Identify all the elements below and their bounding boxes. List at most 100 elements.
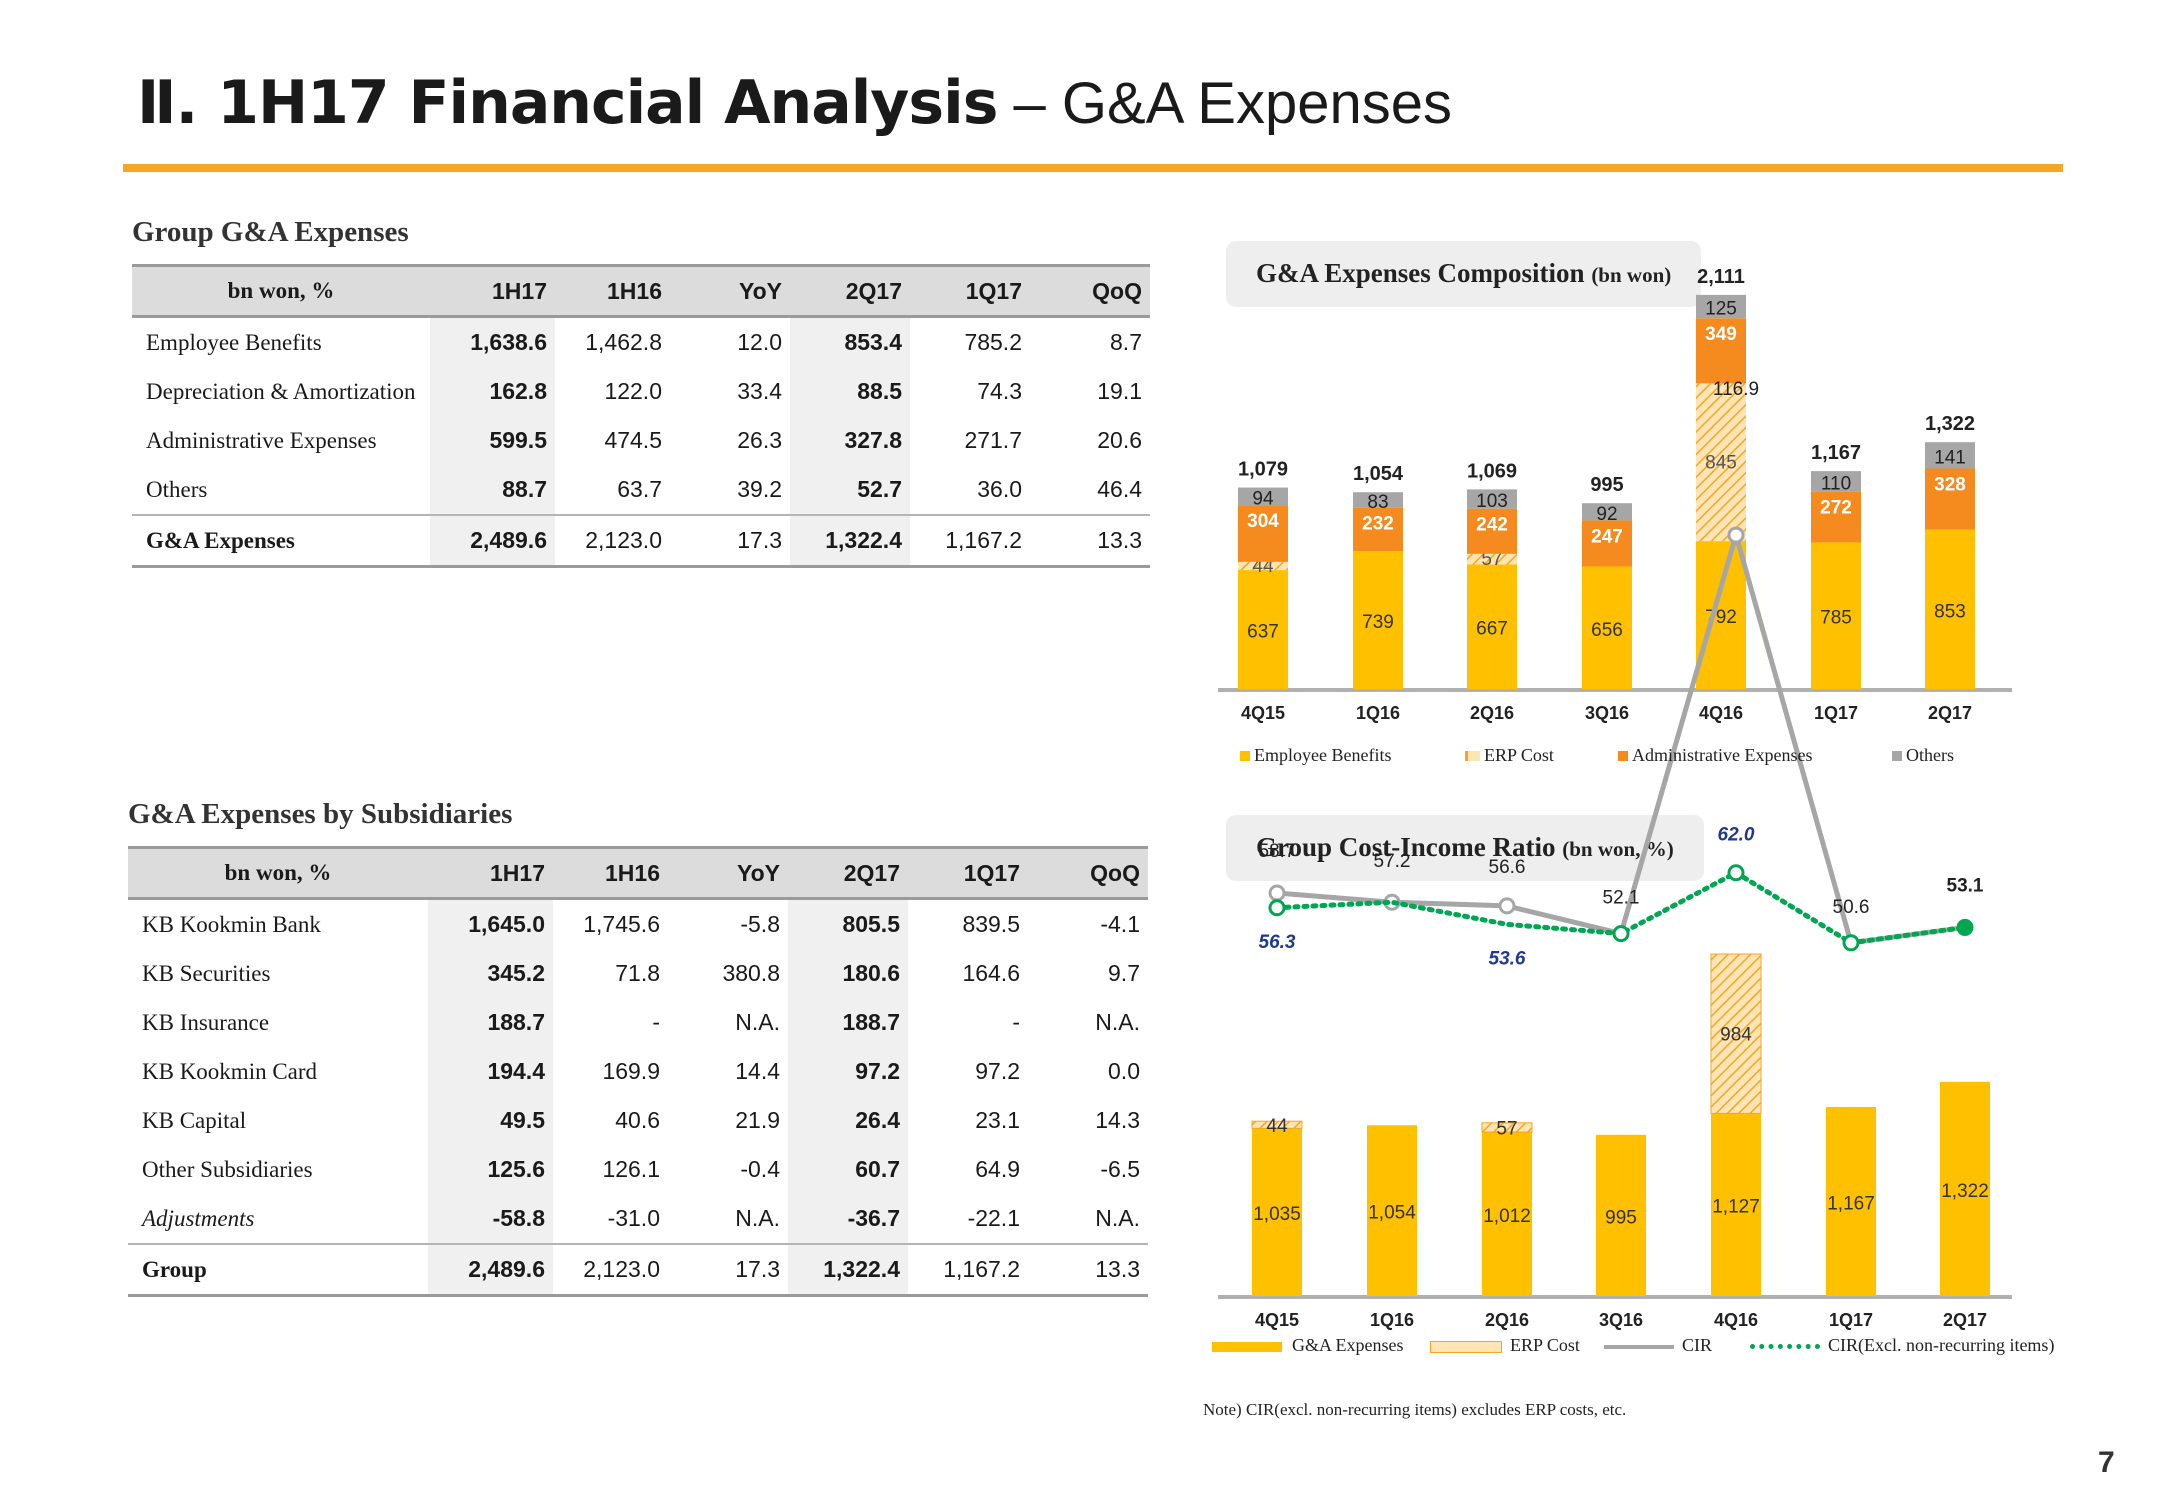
group-table-header-3: YoY: [670, 264, 790, 318]
category-label: 1Q16: [1370, 1310, 1414, 1330]
group-table-cell: 2,123.0: [555, 514, 670, 568]
subsidiaries-table: bn won, % 1H17 1H16 YoY 2Q17 1Q17 QoQ KB Kookm…: [128, 846, 1148, 1297]
category-label: 4Q15: [1241, 703, 1285, 723]
bar-label-others: 92: [1596, 504, 1617, 525]
subs-table-row: KB Kookmin Bank 1,645.0 1,745.6 -5.8 805.5 83…: [128, 898, 1148, 949]
composition-chart: 63744304941,0794Q15739232831,0541Q166675…: [1218, 266, 2012, 723]
cir-label: 52.1: [1603, 888, 1640, 909]
bar-others: [1467, 489, 1517, 509]
subs-table-cell: KB Insurance: [142, 1009, 270, 1035]
category-label: 4Q16: [1714, 1310, 1758, 1330]
bar-label-admin: 349: [1705, 324, 1737, 345]
subs-table-header-3: YoY: [668, 846, 788, 900]
cir-excl-point: [1842, 934, 1860, 952]
bar-erp-cost: [1251, 1120, 1303, 1129]
group-table-cell: 19.1: [1097, 378, 1142, 404]
bar-total-label: 1,322: [1925, 413, 1975, 435]
subs-table-cell: N.A.: [735, 1205, 780, 1231]
legend-erp-cost-2: ERP Cost: [1430, 1335, 1580, 1356]
subs-table-row: Adjustments -58.8 -31.0 N.A. -36.7 -22.1 N.A.: [128, 1194, 1148, 1244]
subs-table-cell: 2,123.0: [553, 1243, 668, 1297]
subs-table-cell: Other Subsidiaries: [142, 1156, 313, 1182]
category-label: 3Q16: [1599, 1310, 1643, 1330]
legend-cir-excl-label: CIR(Excl. non-recurring items): [1828, 1335, 2055, 1355]
page-title-bold: Ⅱ. 1H17 Financial Analysis: [137, 68, 998, 138]
legend-swatch-ga: [1212, 1341, 1282, 1352]
group-table-cell: 271.7: [964, 427, 1022, 453]
group-table-cell: 785.2: [964, 329, 1022, 355]
group-table-cell: 36.0: [977, 476, 1022, 502]
cir-chart-title: Group Cost-Income Ratio (bn won, %): [1226, 815, 1704, 881]
subs-table-cell: 188.7: [788, 998, 908, 1047]
group-table-row: Others 88.7 63.7 39.2 52.7 36.0 46.4: [132, 465, 1150, 515]
subs-table-cell: 64.9: [975, 1156, 1020, 1182]
cir-label: 57.2: [1374, 851, 1411, 872]
legend-others: Others: [1892, 745, 1954, 766]
group-table-cell: 1,322.4: [790, 514, 910, 568]
bar-label-others: 94: [1252, 488, 1274, 509]
bar-total-label: 1,167: [1811, 442, 1861, 464]
cir-label: 56.6: [1489, 857, 1526, 878]
category-label: 4Q16: [1699, 703, 1743, 723]
bar-label-erp: 57: [1481, 549, 1502, 570]
legend-swatch-cir: [1604, 1344, 1674, 1349]
legend-employee-benefits: Employee Benefits: [1240, 745, 1391, 766]
group-table-title: Group G&A Expenses: [132, 216, 409, 248]
group-table-cell: Others: [146, 476, 208, 502]
group-table-cell: 46.4: [1097, 476, 1142, 502]
category-label: 1Q17: [1829, 1310, 1873, 1330]
category-label: 2Q16: [1470, 703, 1514, 723]
subs-table-cell: -: [652, 1009, 660, 1035]
group-table-header-1: 1H17: [430, 264, 555, 318]
bar-label-employee: 785: [1820, 608, 1852, 629]
subs-table-cell: -31.0: [607, 1205, 660, 1231]
bar-employee: [1925, 529, 1975, 689]
subs-table-cell: KB Capital: [142, 1107, 247, 1133]
group-table-cell: 13.3: [1030, 514, 1150, 568]
bar-total-label: 2,111: [1697, 266, 1745, 288]
subs-table-cell: 13.3: [1028, 1243, 1148, 1297]
group-table-row: Administrative Expenses 599.5 474.5 26.3 327…: [132, 416, 1150, 465]
bar-total-label: 1,069: [1467, 460, 1517, 482]
group-table-cell: 162.8: [430, 367, 555, 416]
subs-table-cell: 97.2: [788, 1047, 908, 1096]
legend-others-label: Others: [1906, 745, 1954, 765]
bar-ga-label: 1,035: [1253, 1204, 1301, 1225]
bar-ga-expenses: [1367, 1125, 1417, 1296]
subs-table-cell: 23.1: [975, 1107, 1020, 1133]
bar-ga-expenses: [1596, 1134, 1646, 1296]
bar-ga-label: 1,167: [1827, 1193, 1875, 1214]
subs-table-cell: 60.7: [788, 1145, 908, 1194]
bar-admin: [1353, 507, 1403, 552]
group-table-header-6: QoQ: [1030, 264, 1150, 318]
cir-excl-point: [1612, 925, 1630, 943]
group-table-cell: 8.7: [1110, 329, 1142, 355]
group-table-cell: 52.7: [790, 465, 910, 515]
bar-admin: [1467, 508, 1517, 554]
bar-employee: [1238, 570, 1288, 689]
subs-table-cell: -: [1012, 1009, 1020, 1035]
bar-employee: [1353, 551, 1403, 689]
group-table-header-2: 1H16: [555, 264, 670, 318]
bar-admin: [1696, 318, 1746, 384]
legend-swatch-others: [1892, 751, 1902, 761]
legend-cir-label: CIR: [1682, 1335, 1713, 1355]
group-table-header-4: 2Q17: [790, 264, 910, 318]
cir-point: [1268, 884, 1286, 902]
group-table-cell: Administrative Expenses: [146, 427, 377, 453]
bar-label-admin: 232: [1362, 514, 1394, 535]
subs-table-cell: 188.7: [428, 998, 553, 1047]
bar-admin: [1811, 491, 1861, 543]
subs-table-cell: 125.6: [428, 1145, 553, 1194]
footnote: Note) CIR(excl. non-recurring items) exc…: [1203, 1400, 1627, 1419]
subs-table-cell: -4.1: [1100, 911, 1140, 937]
subs-table-cell: 40.6: [615, 1107, 660, 1133]
subs-table-cell: 17.3: [668, 1243, 788, 1297]
title-rule: [123, 164, 2063, 172]
group-table-cell: 88.5: [790, 367, 910, 416]
legend-erp-label: ERP Cost: [1484, 745, 1554, 765]
bar-label-employee: 637: [1247, 622, 1279, 643]
bar-ga-expenses: [1482, 1132, 1532, 1296]
group-table-cell: Employee Benefits: [146, 329, 322, 355]
subs-table-row: KB Kookmin Card 194.4 169.9 14.4 97.2 97.2 0.0: [128, 1047, 1148, 1096]
